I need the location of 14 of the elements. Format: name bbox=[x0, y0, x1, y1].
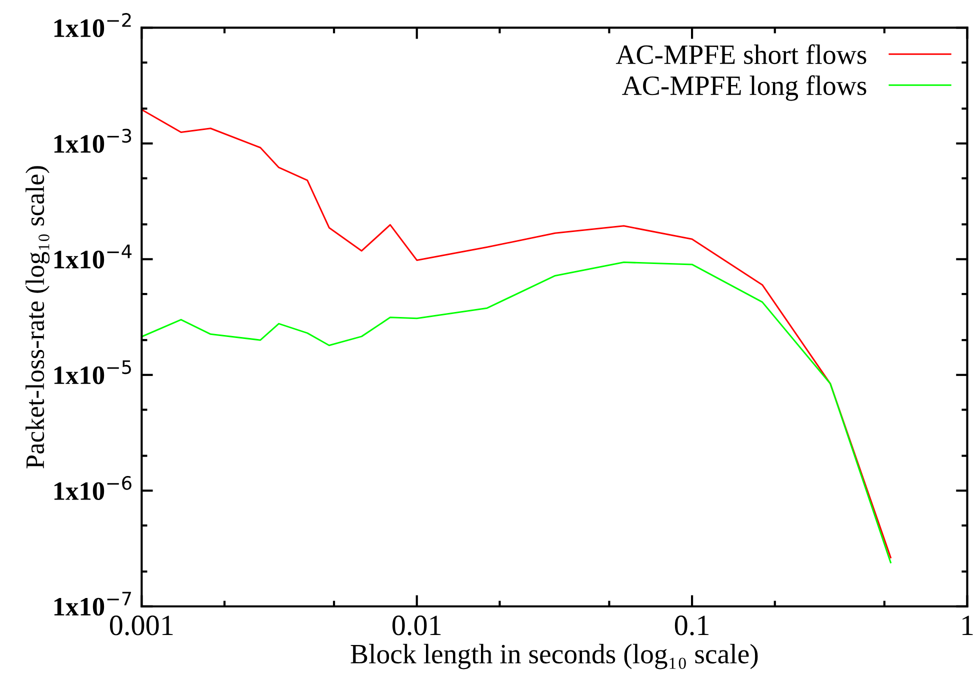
y-tick-label: 1x10$^{−2}$ bbox=[54, 13, 131, 38]
y-axis-title: Packet-loss-rate (log₁₀ scale) bbox=[26, 166, 50, 468]
y-tick-label: 1x10$^{−3}$ bbox=[54, 128, 132, 153]
x-tick-label: 0.001 bbox=[110, 616, 173, 636]
x-axis-title: Block length in seconds (log₁₀ scale) bbox=[350, 644, 758, 670]
x-tick-label: 0.01 bbox=[392, 616, 441, 636]
legend-label: AC-MPFE short flows bbox=[616, 44, 866, 64]
legend-label: AC-MPFE long flows bbox=[622, 75, 866, 101]
y-tick-label: 1x10$^{−5}$ bbox=[54, 360, 131, 384]
x-tick-label: 1 bbox=[962, 616, 973, 635]
x-tick-label: 0.1 bbox=[674, 616, 709, 636]
y-tick-label: 1x10$^{−6}$ bbox=[54, 476, 132, 500]
y-tick-label: 1x10$^{−7}$ bbox=[54, 592, 131, 616]
y-tick-label: 1x10$^{−4}$ bbox=[54, 244, 132, 268]
